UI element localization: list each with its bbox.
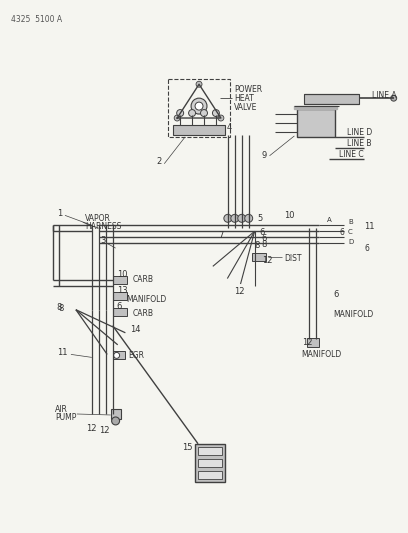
Text: 13: 13 xyxy=(117,286,127,295)
Text: 12: 12 xyxy=(99,426,109,435)
Text: 5: 5 xyxy=(257,214,263,223)
Text: 8: 8 xyxy=(255,240,260,249)
Text: 2: 2 xyxy=(156,157,162,166)
Text: MANIFOLD: MANIFOLD xyxy=(333,310,373,319)
Text: HARNESS: HARNESS xyxy=(85,222,121,231)
Text: HEAT: HEAT xyxy=(234,94,253,103)
Circle shape xyxy=(218,115,224,121)
Bar xyxy=(113,308,126,316)
Text: VALVE: VALVE xyxy=(234,102,257,111)
Text: A: A xyxy=(327,217,332,223)
Circle shape xyxy=(174,115,180,121)
Circle shape xyxy=(188,110,195,117)
Text: 6: 6 xyxy=(259,228,265,237)
Bar xyxy=(113,292,126,300)
Text: 1: 1 xyxy=(57,209,62,218)
Text: LINE C: LINE C xyxy=(339,150,364,159)
Bar xyxy=(252,253,266,261)
Text: MANIFOLD: MANIFOLD xyxy=(126,295,167,304)
Text: LINE B: LINE B xyxy=(347,139,372,148)
Text: 15: 15 xyxy=(182,443,193,453)
Bar xyxy=(111,409,121,419)
Bar xyxy=(173,125,225,135)
Text: EGR: EGR xyxy=(129,351,144,360)
Text: CARB: CARB xyxy=(133,309,153,318)
Circle shape xyxy=(224,214,232,222)
Text: 3: 3 xyxy=(101,236,106,245)
Text: LINE A: LINE A xyxy=(372,91,397,100)
Text: 6: 6 xyxy=(262,233,267,243)
Text: 10: 10 xyxy=(284,211,295,220)
Text: 12: 12 xyxy=(302,338,313,347)
Bar xyxy=(168,79,230,137)
Polygon shape xyxy=(295,106,337,109)
Text: 6: 6 xyxy=(339,228,344,237)
Text: 12: 12 xyxy=(86,424,96,433)
Bar xyxy=(113,276,126,284)
Text: 8: 8 xyxy=(56,303,61,312)
Bar xyxy=(113,351,124,359)
Text: DIST: DIST xyxy=(284,254,302,263)
Text: 8: 8 xyxy=(262,240,267,249)
Circle shape xyxy=(195,102,203,110)
Text: 6: 6 xyxy=(365,244,370,253)
Bar xyxy=(297,109,335,137)
Bar xyxy=(198,459,222,466)
Bar xyxy=(307,337,319,348)
Text: 4325  5100 A: 4325 5100 A xyxy=(11,15,62,24)
Text: B: B xyxy=(348,219,353,225)
Text: 8: 8 xyxy=(58,304,63,313)
Text: LINE D: LINE D xyxy=(347,128,372,138)
Circle shape xyxy=(391,95,397,101)
Circle shape xyxy=(191,98,207,114)
Text: CARB: CARB xyxy=(133,276,153,285)
Text: VAPOR: VAPOR xyxy=(85,214,111,223)
Text: 11: 11 xyxy=(364,222,375,231)
Text: D: D xyxy=(348,239,353,245)
Bar xyxy=(198,471,222,479)
Circle shape xyxy=(245,214,253,222)
Text: 11: 11 xyxy=(57,348,67,357)
Text: 9: 9 xyxy=(262,151,267,160)
Circle shape xyxy=(112,417,120,425)
Bar xyxy=(304,94,359,104)
Text: 4: 4 xyxy=(227,124,232,132)
Circle shape xyxy=(196,81,202,87)
Text: 6: 6 xyxy=(333,290,339,300)
Bar xyxy=(198,447,222,455)
Bar xyxy=(195,444,225,481)
Text: 6: 6 xyxy=(117,302,122,311)
Circle shape xyxy=(113,352,120,358)
Text: 7: 7 xyxy=(218,231,223,240)
Text: 12: 12 xyxy=(262,255,272,264)
Text: MANIFOLD: MANIFOLD xyxy=(302,350,341,359)
Circle shape xyxy=(231,214,239,222)
Text: POWER: POWER xyxy=(234,85,262,94)
Circle shape xyxy=(200,110,208,117)
Text: 14: 14 xyxy=(131,325,141,334)
Circle shape xyxy=(213,110,220,117)
Circle shape xyxy=(238,214,246,222)
Text: PUMP: PUMP xyxy=(55,414,76,423)
Text: 12: 12 xyxy=(234,287,244,296)
Text: 10: 10 xyxy=(117,270,127,279)
Circle shape xyxy=(177,110,184,117)
Text: AIR: AIR xyxy=(55,405,68,414)
Text: C: C xyxy=(348,229,353,235)
